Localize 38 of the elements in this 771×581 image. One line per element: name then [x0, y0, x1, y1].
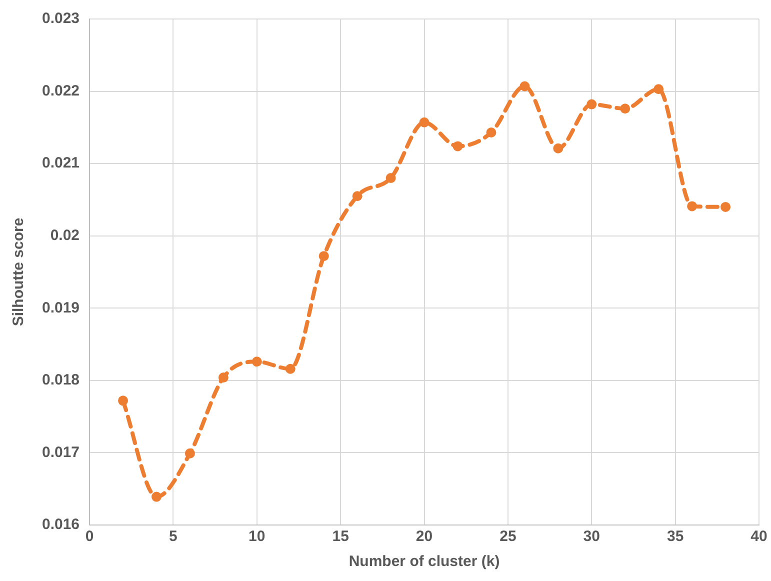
point: [151, 492, 162, 502]
x-tick-label: 25: [500, 528, 516, 546]
x-tick-label: 0: [85, 528, 94, 546]
y-axis-title: Silhoutte score: [10, 218, 28, 326]
y-tick-label: 0.017: [42, 444, 80, 461]
y-tick-label: 0.02: [50, 227, 80, 244]
x-tick-label: 40: [750, 528, 768, 546]
point: [520, 81, 530, 92]
point: [687, 201, 698, 212]
y-tick-label: 0.019: [42, 299, 80, 316]
x-axis-title: Number of cluster (k): [348, 553, 500, 570]
x-tick-label: 35: [666, 528, 684, 546]
x-tick-label: 15: [332, 528, 349, 546]
point: [419, 117, 430, 128]
y-tick-label: 0.022: [42, 82, 80, 100]
point: [118, 396, 128, 406]
point: [654, 84, 664, 94]
y-tick-label: 0.016: [42, 516, 80, 534]
y-tick-label: 0.023: [42, 10, 80, 28]
point: [553, 143, 564, 154]
x-tick-label: 30: [583, 528, 600, 546]
point: [318, 251, 329, 262]
x-tick-label: 20: [416, 528, 433, 546]
point: [720, 202, 731, 212]
point: [586, 99, 597, 110]
y-tick-label: 0.018: [42, 372, 80, 389]
y-tick-label: 0.021: [42, 154, 80, 172]
point: [218, 372, 228, 383]
x-tick-label: 10: [248, 528, 266, 546]
point: [386, 173, 396, 184]
point: [486, 127, 496, 138]
point: [184, 448, 195, 458]
point: [620, 104, 630, 114]
point: [252, 356, 262, 367]
point: [285, 364, 296, 374]
point: [452, 141, 463, 152]
point: [352, 191, 362, 202]
x-tick-label: 5: [169, 528, 178, 546]
